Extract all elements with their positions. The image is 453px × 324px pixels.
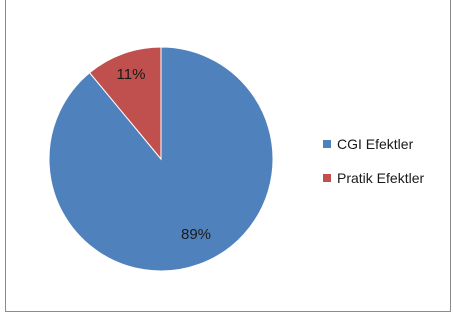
legend-item-cgi: CGI Efektler — [323, 133, 424, 155]
pie-slices — [48, 46, 274, 272]
legend-swatch-cgi — [323, 140, 331, 148]
pie-labels: 89% 11% — [117, 66, 211, 243]
data-label-pratik: 11% — [117, 66, 146, 83]
data-label-cgi: 89% — [181, 226, 211, 243]
legend-swatch-pratik — [323, 174, 331, 182]
legend-label-cgi: CGI Efektler — [337, 136, 414, 152]
legend: CGI Efektler Pratik Efektler — [323, 133, 424, 201]
pie-slice-pratik — [88, 46, 162, 161]
legend-item-pratik: Pratik Efektler — [323, 167, 424, 189]
legend-label-pratik: Pratik Efektler — [337, 170, 425, 186]
